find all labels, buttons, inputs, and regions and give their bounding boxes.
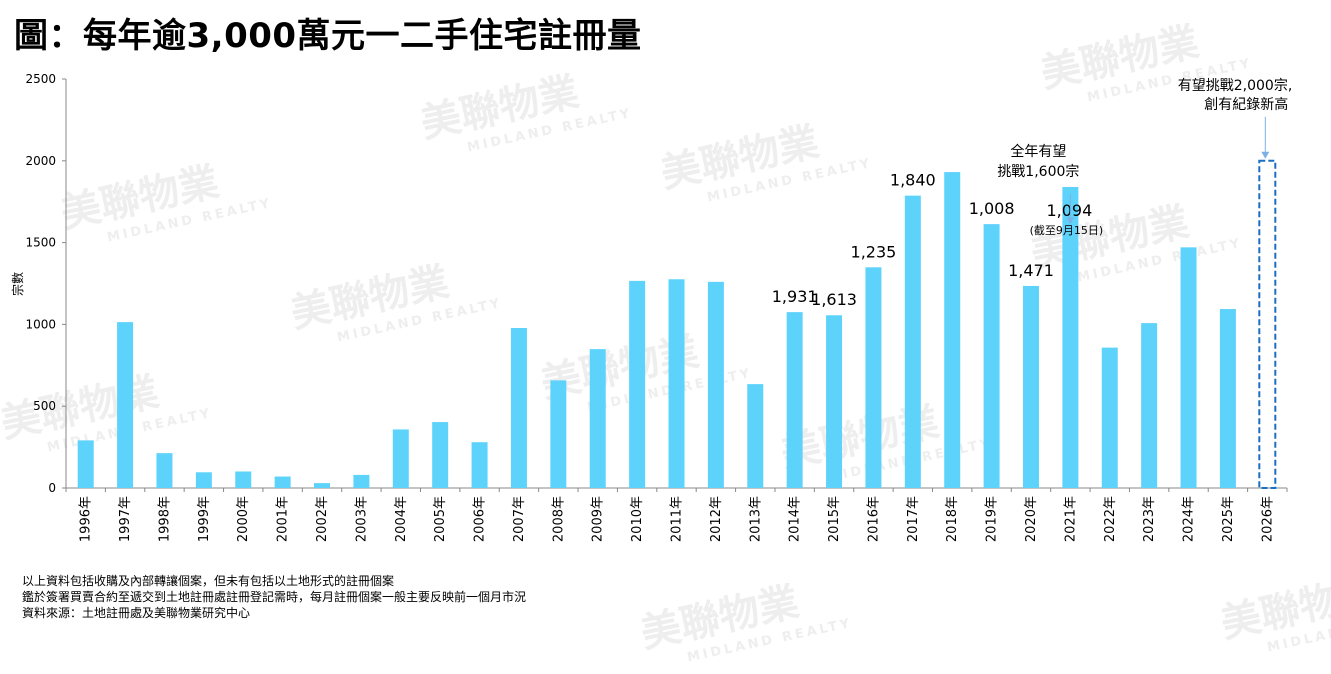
bar (1022, 285, 1039, 488)
bar (314, 483, 331, 488)
x-tick-label: 2008年 (551, 496, 566, 542)
bar (589, 349, 606, 488)
x-tick-label: 2010年 (630, 496, 645, 542)
x-tick-label: 2021年 (1063, 496, 1078, 542)
target-2026-label-line1: 有望挑戰2,000宗, (1178, 78, 1293, 94)
footnote-1: 以上資料包括收購及內部轉讓個案，但未有包括以土地形式的註冊個案 (22, 574, 395, 588)
target-2026-arrow-head (1261, 151, 1270, 159)
x-tick-label: 1999年 (197, 496, 212, 542)
bar (707, 281, 724, 488)
x-tick-label: 2003年 (354, 496, 369, 542)
target-2026-dashed-box (1258, 159, 1277, 490)
footnote-3: 資料來源：土地註冊處及美聯物業研究中心 (22, 606, 251, 620)
bar (195, 472, 212, 488)
bar (77, 440, 94, 488)
bar (156, 453, 173, 488)
x-tick-label: 2015年 (827, 496, 842, 542)
bar (471, 442, 488, 488)
bar (1219, 309, 1236, 488)
x-tick-label: 2006年 (473, 496, 488, 542)
bar (904, 195, 921, 489)
bar (117, 322, 134, 488)
target-2025-label-line2: 挑戰1,600宗 (997, 164, 1079, 180)
x-tick-label: 2012年 (709, 496, 724, 542)
bar (865, 267, 882, 488)
bar (983, 224, 1000, 488)
y-tick-label: 1500 (25, 236, 56, 250)
x-tick-label: 2005年 (433, 496, 448, 542)
y-tick-label: 1000 (25, 317, 56, 331)
x-tick-label: 2000年 (236, 496, 251, 542)
y-axis-label: 宗數 (10, 272, 25, 296)
x-tick-label: 2002年 (315, 496, 330, 542)
footnotes: 以上資料包括收購及內部轉讓個案，但未有包括以土地形式的註冊個案 鑑於簽署買賣合約… (22, 573, 526, 621)
bar (747, 384, 764, 488)
data-label: 1,235 (851, 242, 897, 261)
target-2026-label-line2: 創有紀錄新高 (1204, 96, 1288, 113)
x-tick-label: 2025年 (1221, 496, 1236, 542)
x-tick-label: 2024年 (1182, 496, 1197, 542)
x-tick-label: 2009年 (591, 496, 606, 542)
bar (629, 280, 646, 488)
x-tick-label: 2019年 (985, 496, 1000, 542)
x-tick-label: 2004年 (394, 496, 409, 542)
bar (1141, 323, 1158, 488)
y-tick-label: 2500 (25, 72, 56, 86)
x-tick-label: 2023年 (1142, 496, 1157, 542)
data-label: 1,840 (890, 171, 936, 190)
x-tick-label: 2026年 (1260, 496, 1275, 542)
x-tick-label: 2022年 (1103, 496, 1118, 542)
x-tick-label: 2011年 (670, 496, 685, 542)
bar (432, 422, 449, 488)
y-tick-label: 2000 (25, 154, 56, 168)
x-tick-label: 2018年 (945, 496, 960, 542)
data-label: 1,613 (811, 290, 857, 309)
x-tick-label: 1996年 (79, 496, 94, 542)
bar-chart: 0 500 1000 1500 2000 2500 宗數 1996年 1997年 1998年 199… (10, 72, 1293, 542)
bar (510, 327, 527, 488)
target-2025-label-line1: 全年有望 (1010, 143, 1066, 160)
bar (392, 429, 409, 488)
data-label: 1,094 (1046, 201, 1092, 220)
page-title: 圖：每年逾3,000萬元一二手住宅註冊量 (14, 16, 642, 56)
bar (550, 380, 567, 488)
bar (826, 315, 843, 488)
x-tick-label: 2007年 (512, 496, 527, 542)
data-label: 1,008 (969, 199, 1015, 218)
x-tick-label: 2016年 (866, 496, 881, 542)
x-tick-label: 1997年 (118, 496, 133, 542)
bar (786, 312, 803, 488)
footnote-2: 鑑於簽署買賣合約至遞交到土地註冊處註冊登記需時，每月註冊個案一般主要反映前一個月… (22, 590, 527, 604)
x-tick-label: 1998年 (157, 496, 172, 542)
bar (668, 279, 685, 488)
bar (1180, 247, 1197, 488)
x-tick-label: 2014年 (788, 496, 803, 542)
x-tick-label: 2017年 (906, 496, 921, 542)
x-tick-label: 2001年 (276, 496, 291, 542)
bar (274, 476, 291, 488)
bar (944, 172, 961, 489)
bar (1101, 347, 1118, 488)
bar (235, 471, 252, 488)
data-label: 1,471 (1008, 261, 1054, 280)
y-tick-label: 500 (33, 399, 56, 413)
x-tick-label: 2013年 (748, 496, 763, 542)
annotation-2025-note: (截至9月15日) (1030, 223, 1104, 237)
data-label: 1,931 (772, 287, 818, 306)
bar (353, 474, 370, 488)
bar (1062, 186, 1079, 488)
x-tick-label: 2020年 (1024, 496, 1039, 542)
target-2025-arrow-head (1066, 217, 1075, 225)
y-tick-label: 0 (48, 481, 56, 495)
